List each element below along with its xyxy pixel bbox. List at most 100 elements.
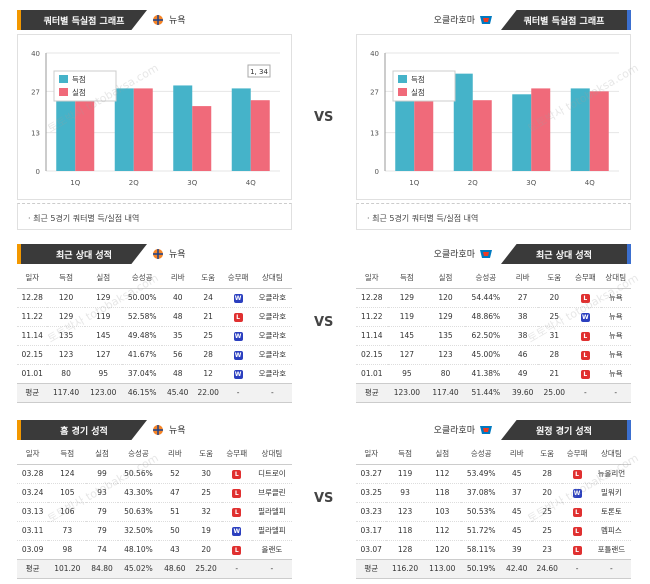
table-cell: 28 <box>538 345 571 365</box>
bar-score <box>453 73 473 171</box>
table-cell: 40 <box>162 288 193 308</box>
stats-table: 일자 득점 실점 승성공 리바 도움 승무패 상대팀 12.28 129 120 54.44% 27 20… <box>356 268 631 403</box>
stats-grid: 일자 득점 실점 승성공 리바 도움 승무패 상대팀 12.28 129 120 54.44% 27 20… <box>356 268 631 403</box>
average-row: 평균 116.20 113.00 50.19% 42.40 24.60- - <box>356 558 631 579</box>
table-cell: 11.22 <box>17 307 48 327</box>
legend-label: 실점 <box>72 87 86 97</box>
bar-allowed <box>250 100 270 171</box>
loss-badge-icon: L <box>232 507 242 517</box>
table-cell: 127 <box>387 345 427 365</box>
table-cell: 20 <box>190 540 222 560</box>
recent-panel-left: 최근 상대 성적 뉴욕 일자 득점 실점 승성공 리바 도움 승무패 상대팀 12.28 120 1… <box>17 244 292 403</box>
table-cell: 145 <box>84 326 122 346</box>
panel-title: 원정 경기 성적 <box>501 420 631 440</box>
column-header: 상대팀 <box>252 268 292 289</box>
x-tick-label: 4Q <box>585 179 595 187</box>
home-panel-left: 홈 경기 성적 뉴욕 일자 득점 실점 승성공 리바 도움 승무패 상대팀 03.28 124 99… <box>17 420 292 579</box>
average-cell: - <box>221 558 252 579</box>
table-cell: 80 <box>426 364 465 384</box>
tooltip-text: 1, 34 <box>250 68 268 76</box>
knicks-logo-icon <box>153 14 163 25</box>
table-cell: 79 <box>86 502 118 522</box>
x-tick-label: 2Q <box>468 179 478 187</box>
column-header: 도움 <box>531 444 563 465</box>
table-row: 11.14 145 135 62.50% 38 31 L 뉴욕 <box>356 326 631 346</box>
table-cell: 포틀랜드 <box>591 540 631 560</box>
column-header: 승성공 <box>464 268 507 289</box>
table-cell: 124 <box>48 464 87 484</box>
loss-badge-icon: L <box>580 331 590 341</box>
table-cell: 74 <box>86 540 118 560</box>
column-header: 일자 <box>356 268 388 289</box>
average-row: 평균 101.20 84.80 45.02% 48.60 25.20- - <box>17 558 292 579</box>
loss-badge-icon: L <box>572 469 582 479</box>
column-header: 실점 <box>84 268 122 289</box>
panel-title: 최근 상대 성적 <box>17 244 147 264</box>
team-label: 오클라호마 <box>434 423 493 436</box>
column-header: 득점 <box>387 268 427 289</box>
loss-badge-icon: L <box>232 545 242 555</box>
loss-badge-icon: L <box>580 350 590 360</box>
table-cell: 119 <box>386 464 424 484</box>
bar-allowed <box>75 82 95 171</box>
loss-badge-icon: L <box>232 488 242 498</box>
table-cell: 02.15 <box>17 345 48 365</box>
team-name: 오클라호마 <box>433 250 475 260</box>
team-name: 뉴욕 <box>169 250 186 260</box>
loss-badge-icon: L <box>580 293 590 303</box>
legend-label: 득점 <box>411 74 425 84</box>
bar-allowed <box>531 88 551 171</box>
table-cell: 41.67% <box>121 345 163 365</box>
table-row: 03.24 105 93 43.30% 47 25 L 브루클린 <box>17 483 292 503</box>
table-cell: 51 <box>159 502 191 522</box>
average-cell: - <box>251 558 292 579</box>
table-cell: 03.28 <box>17 464 49 484</box>
table-cell: 25 <box>192 326 224 346</box>
table-cell: 11.14 <box>356 326 388 346</box>
average-cell: 50.19% <box>460 558 502 579</box>
table-cell: L <box>562 502 592 522</box>
table-cell: 오클라호 <box>252 345 292 365</box>
table-cell: 49 <box>506 364 539 384</box>
table-cell: 93 <box>86 483 118 503</box>
table-cell: 01.01 <box>356 364 388 384</box>
table-cell: L <box>570 364 601 384</box>
table-row: 01.01 80 95 37.04% 48 12 W 오클라호 <box>17 364 292 384</box>
table-cell: 53.49% <box>460 464 502 484</box>
table-cell: 01.01 <box>17 364 48 384</box>
average-cell: - <box>562 558 592 579</box>
table-row: 02.15 127 123 45.00% 46 28 L 뉴욕 <box>356 345 631 365</box>
table-cell: 11.14 <box>17 326 48 346</box>
table-cell: 03.23 <box>356 502 387 522</box>
table-cell: 토론토 <box>591 502 631 522</box>
average-cell: 평균 <box>356 558 387 579</box>
bar-score <box>570 88 590 171</box>
table-cell: W <box>223 326 253 346</box>
thunder-logo-icon <box>480 249 492 258</box>
stats-table: 일자 득점 실점 승성공 리바 도움 승무패 상대팀 03.28 124 99 50.56% 52 30 L… <box>17 444 292 579</box>
table-cell: 32 <box>190 502 222 522</box>
table-cell: 48 <box>162 307 193 327</box>
table-cell: 32.50% <box>117 521 160 541</box>
team-label: 뉴욕 <box>151 247 186 260</box>
table-cell: 118 <box>423 483 461 503</box>
table-cell: 105 <box>48 483 87 503</box>
table-row: 02.15 123 127 41.67% 56 28 W 오클라호 <box>17 345 292 365</box>
table-cell: L <box>570 288 601 308</box>
table-cell: 123 <box>386 502 424 522</box>
average-cell: 22.00 <box>192 382 224 403</box>
column-header: 득점 <box>386 444 424 465</box>
table-cell: 73 <box>48 521 87 541</box>
table-cell: 23 <box>531 540 563 560</box>
average-cell: 116.20 <box>386 558 424 579</box>
x-tick-label: 3Q <box>187 179 197 187</box>
table-cell: 95 <box>387 364 427 384</box>
table-cell: 뉴올리언 <box>591 464 631 484</box>
table-cell: 오클라호 <box>252 326 292 346</box>
bar-score <box>114 88 134 171</box>
x-tick-label: 4Q <box>246 179 256 187</box>
table-cell: L <box>562 464 592 484</box>
table-row: 03.27 119 112 53.49% 45 28 L 뉴올리언 <box>356 464 631 484</box>
thunder-logo-icon <box>480 425 492 434</box>
bar-allowed <box>414 82 434 171</box>
